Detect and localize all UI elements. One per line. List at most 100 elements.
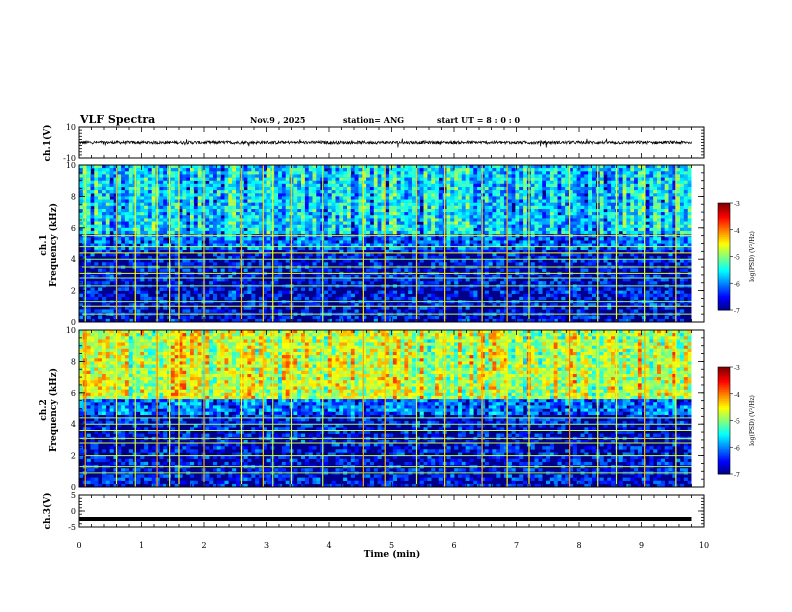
ch1-spectrogram-cell: [182, 274, 187, 279]
ch1-spectrogram-cell: [213, 296, 218, 301]
ch1-spectrogram-cell: [492, 252, 497, 257]
ch1-spectrogram-cell: [423, 230, 428, 235]
ch1-spectrogram-cell: [366, 309, 371, 313]
ch1-spectrogram-cell: [392, 296, 397, 301]
ch1-spectrogram-cell: [584, 177, 589, 181]
ch1-spectrogram-cell: [297, 281, 302, 285]
ch1-spectrogram-cell: [197, 187, 202, 191]
ch1-spectrogram-cell: [484, 174, 489, 178]
ch1-spectrogram-cell: [423, 209, 428, 213]
ch1-spectrogram-cell: [308, 183, 313, 188]
ch1-spectrogram-cell: [128, 174, 133, 178]
ch1-spectrogram-cell: [170, 293, 175, 298]
ch1-spectrogram-cell: [580, 215, 585, 219]
ch1-spectrogram-cell: [316, 171, 321, 175]
ch1-spectrogram-cell: [511, 303, 516, 307]
ch1-spectrogram-cell: [251, 199, 256, 203]
ch1-spectrogram-cell: [335, 224, 340, 229]
ch1-spectrogram-cell: [519, 209, 524, 213]
ch1-spectrogram-cell: [105, 281, 110, 285]
ch1-spectrogram-cell: [347, 278, 352, 282]
ch1-spectrogram-cell: [523, 193, 528, 197]
ch1-spectrogram-cell: [247, 278, 252, 282]
ch1-spectrogram-cell: [354, 224, 359, 229]
ch1-spectrogram-cell: [293, 249, 298, 254]
ch1-spectrogram-cell: [392, 293, 397, 298]
ch1-spectrogram-cell: [389, 212, 394, 216]
ch1-spectrogram-cell: [496, 243, 501, 247]
ch1-spectrogram-cell: [228, 221, 233, 225]
ch1-spectrogram-cell: [102, 180, 107, 185]
ch1-spectrogram-cell: [324, 256, 329, 260]
ch1-spectrogram-cell: [565, 168, 570, 172]
ch1-spectrogram-cell: [324, 212, 329, 216]
ch1-spectrogram-cell: [484, 215, 489, 219]
ch1-spectrogram-cell: [431, 196, 436, 200]
ch1-spectrogram-cell: [473, 224, 478, 229]
ch1-spectrogram-cell: [569, 224, 574, 229]
ch1-spectrogram-cell: [438, 240, 443, 244]
ch1-spectrogram-cell: [557, 177, 562, 181]
ch1-spectrogram-cell: [124, 199, 129, 203]
ch1-spectrogram-cell: [90, 218, 95, 222]
ch1-spectrogram-cell: [174, 274, 179, 279]
ch1-spectrogram-cell: [213, 252, 218, 257]
ch1-spectrogram-cell: [170, 174, 175, 178]
ch1-spectrogram-cell: [144, 296, 149, 301]
ch1-spectrogram-cell: [316, 168, 321, 172]
ch1-spectrogram-cell: [350, 187, 355, 191]
ch1-spectrogram-cell: [228, 243, 233, 247]
ch1-spectrogram-cell: [205, 177, 210, 181]
ch1-spectrogram-cell: [147, 183, 152, 188]
ch1-spectrogram-cell: [274, 165, 279, 169]
ch1-spectrogram-cell: [216, 246, 221, 250]
ch1-spectrogram-cell: [496, 249, 501, 254]
ch1-spectrogram-cell: [128, 278, 133, 282]
ch1-spectrogram-cell: [98, 218, 103, 222]
ch1-spectrogram-cell: [128, 318, 133, 323]
ch1-spectrogram-cell: [255, 230, 260, 235]
ch1-spectrogram-cell: [102, 243, 107, 247]
ch1-spectrogram-cell: [477, 205, 482, 210]
ch1-spectrogram-cell: [534, 224, 539, 229]
ch1-spectrogram-cell: [102, 174, 107, 178]
ch1-spectrogram-cell: [538, 202, 543, 207]
ch1-spectrogram-cell: [293, 230, 298, 235]
ch1-spectrogram-cell: [507, 177, 512, 181]
ch1-spectrogram-cell: [213, 227, 218, 232]
ch1-spectrogram-cell: [572, 174, 577, 178]
ch1-spectrogram-cell: [561, 193, 566, 197]
ch1-spectrogram-cell: [511, 193, 516, 197]
ch1-spectrogram-cell: [458, 224, 463, 229]
ch1-spectrogram-cell: [515, 177, 520, 181]
ch1-spectrogram-cell: [523, 205, 528, 210]
ch1-spectrogram-cell: [565, 202, 570, 207]
ch1-spectrogram-cell: [362, 274, 367, 279]
ch1-spectrogram-cell: [216, 212, 221, 216]
ch1-spectrogram-cell: [431, 287, 436, 291]
ch1-spectrogram-cell: [251, 243, 256, 247]
ch1-spectrogram-cell: [458, 183, 463, 188]
ch1-spectrogram-cell: [576, 199, 581, 203]
ch1-spectrogram-cell: [170, 303, 175, 307]
ch1-spectrogram-cell: [178, 227, 183, 232]
ch1-spectrogram-cell: [205, 174, 210, 178]
ch1-spectrogram-cell: [515, 193, 520, 197]
ch1-spectrogram-cell: [431, 309, 436, 313]
ch1-spectrogram-cell: [350, 196, 355, 200]
ch1-spectrogram-cell: [308, 268, 313, 272]
ch1-spectrogram-cell: [507, 230, 512, 235]
ch1-spectrogram-cell: [473, 183, 478, 188]
ch1-spectrogram-cell: [381, 196, 386, 200]
ch1-spectrogram-cell: [423, 183, 428, 188]
ch1-spectrogram-cell: [419, 281, 424, 285]
ch1-spectrogram-cell: [339, 202, 344, 207]
ch1-spectrogram-cell: [331, 212, 336, 216]
ch1-spectrogram-cell: [224, 196, 229, 200]
ch1-spectrogram-cell: [484, 171, 489, 175]
ch1-spectrogram-cell: [492, 199, 497, 203]
ch1-spectrogram-cell: [327, 183, 332, 188]
ch1-spectrogram-cell: [396, 180, 401, 185]
ch1-spectrogram-cell: [339, 193, 344, 197]
ch1-spectrogram-cell: [542, 202, 547, 207]
